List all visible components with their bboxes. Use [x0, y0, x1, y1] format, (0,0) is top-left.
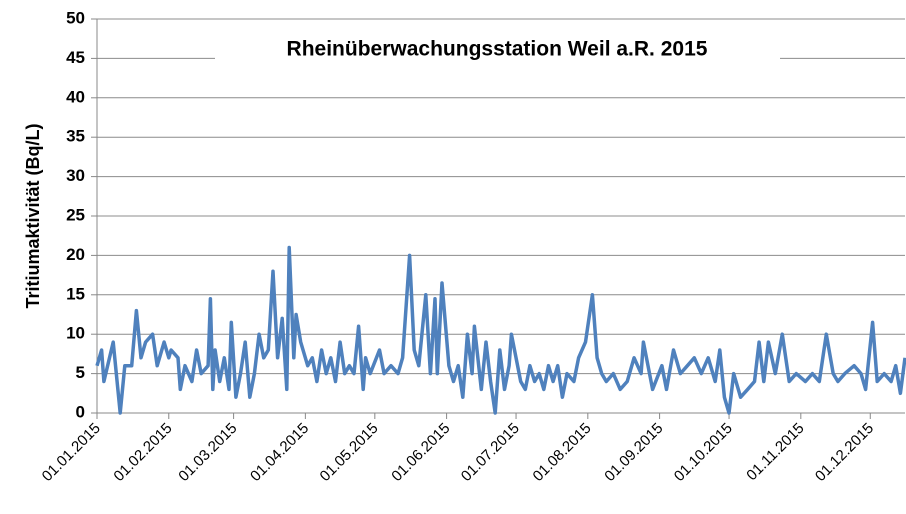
x-tick-label: 01.12.2015	[812, 420, 877, 485]
x-tick-label: 01.06.2015	[388, 420, 453, 485]
x-tick-label: 01.10.2015	[671, 420, 736, 485]
y-axis-label: Tritiumaktivität (Bq/L)	[23, 123, 43, 308]
chart-title: Rheinüberwachungsstation Weil a.R. 2015	[287, 38, 708, 61]
y-tick-label: 0	[76, 402, 85, 421]
grid: 0 5 10 15 20 25 30 35 40 45 50 01.01.2015 01.02.2015…	[39, 8, 905, 485]
x-tick-label: 01.01.2015	[39, 420, 104, 485]
x-tick-label: 01.02.2015	[110, 420, 175, 485]
y-tick-label: 15	[66, 284, 85, 303]
x-tick-label: 01.03.2015	[175, 420, 240, 485]
y-tick-label: 25	[66, 205, 85, 224]
y-tick-label: 30	[66, 166, 85, 185]
data-line	[95, 245, 906, 415]
plot	[95, 245, 906, 415]
y-tick-label: 5	[76, 363, 85, 382]
y-tick-label: 45	[66, 48, 85, 67]
y-tick-label: 20	[66, 245, 85, 264]
x-tick-label: 01.07.2015	[458, 420, 523, 485]
x-tick-label: 01.04.2015	[247, 420, 312, 485]
y-tick-label: 35	[66, 127, 85, 146]
x-tick-label: 01.08.2015	[530, 420, 595, 485]
y-tick-label: 10	[66, 324, 85, 343]
y-tick-label: 50	[66, 8, 85, 27]
y-tick-label: 40	[66, 87, 85, 106]
x-tick-label: 01.09.2015	[601, 420, 666, 485]
title-box	[215, 30, 780, 68]
x-tick-label: 01.11.2015	[743, 420, 807, 484]
x-tick-label: 01.05.2015	[317, 420, 382, 485]
